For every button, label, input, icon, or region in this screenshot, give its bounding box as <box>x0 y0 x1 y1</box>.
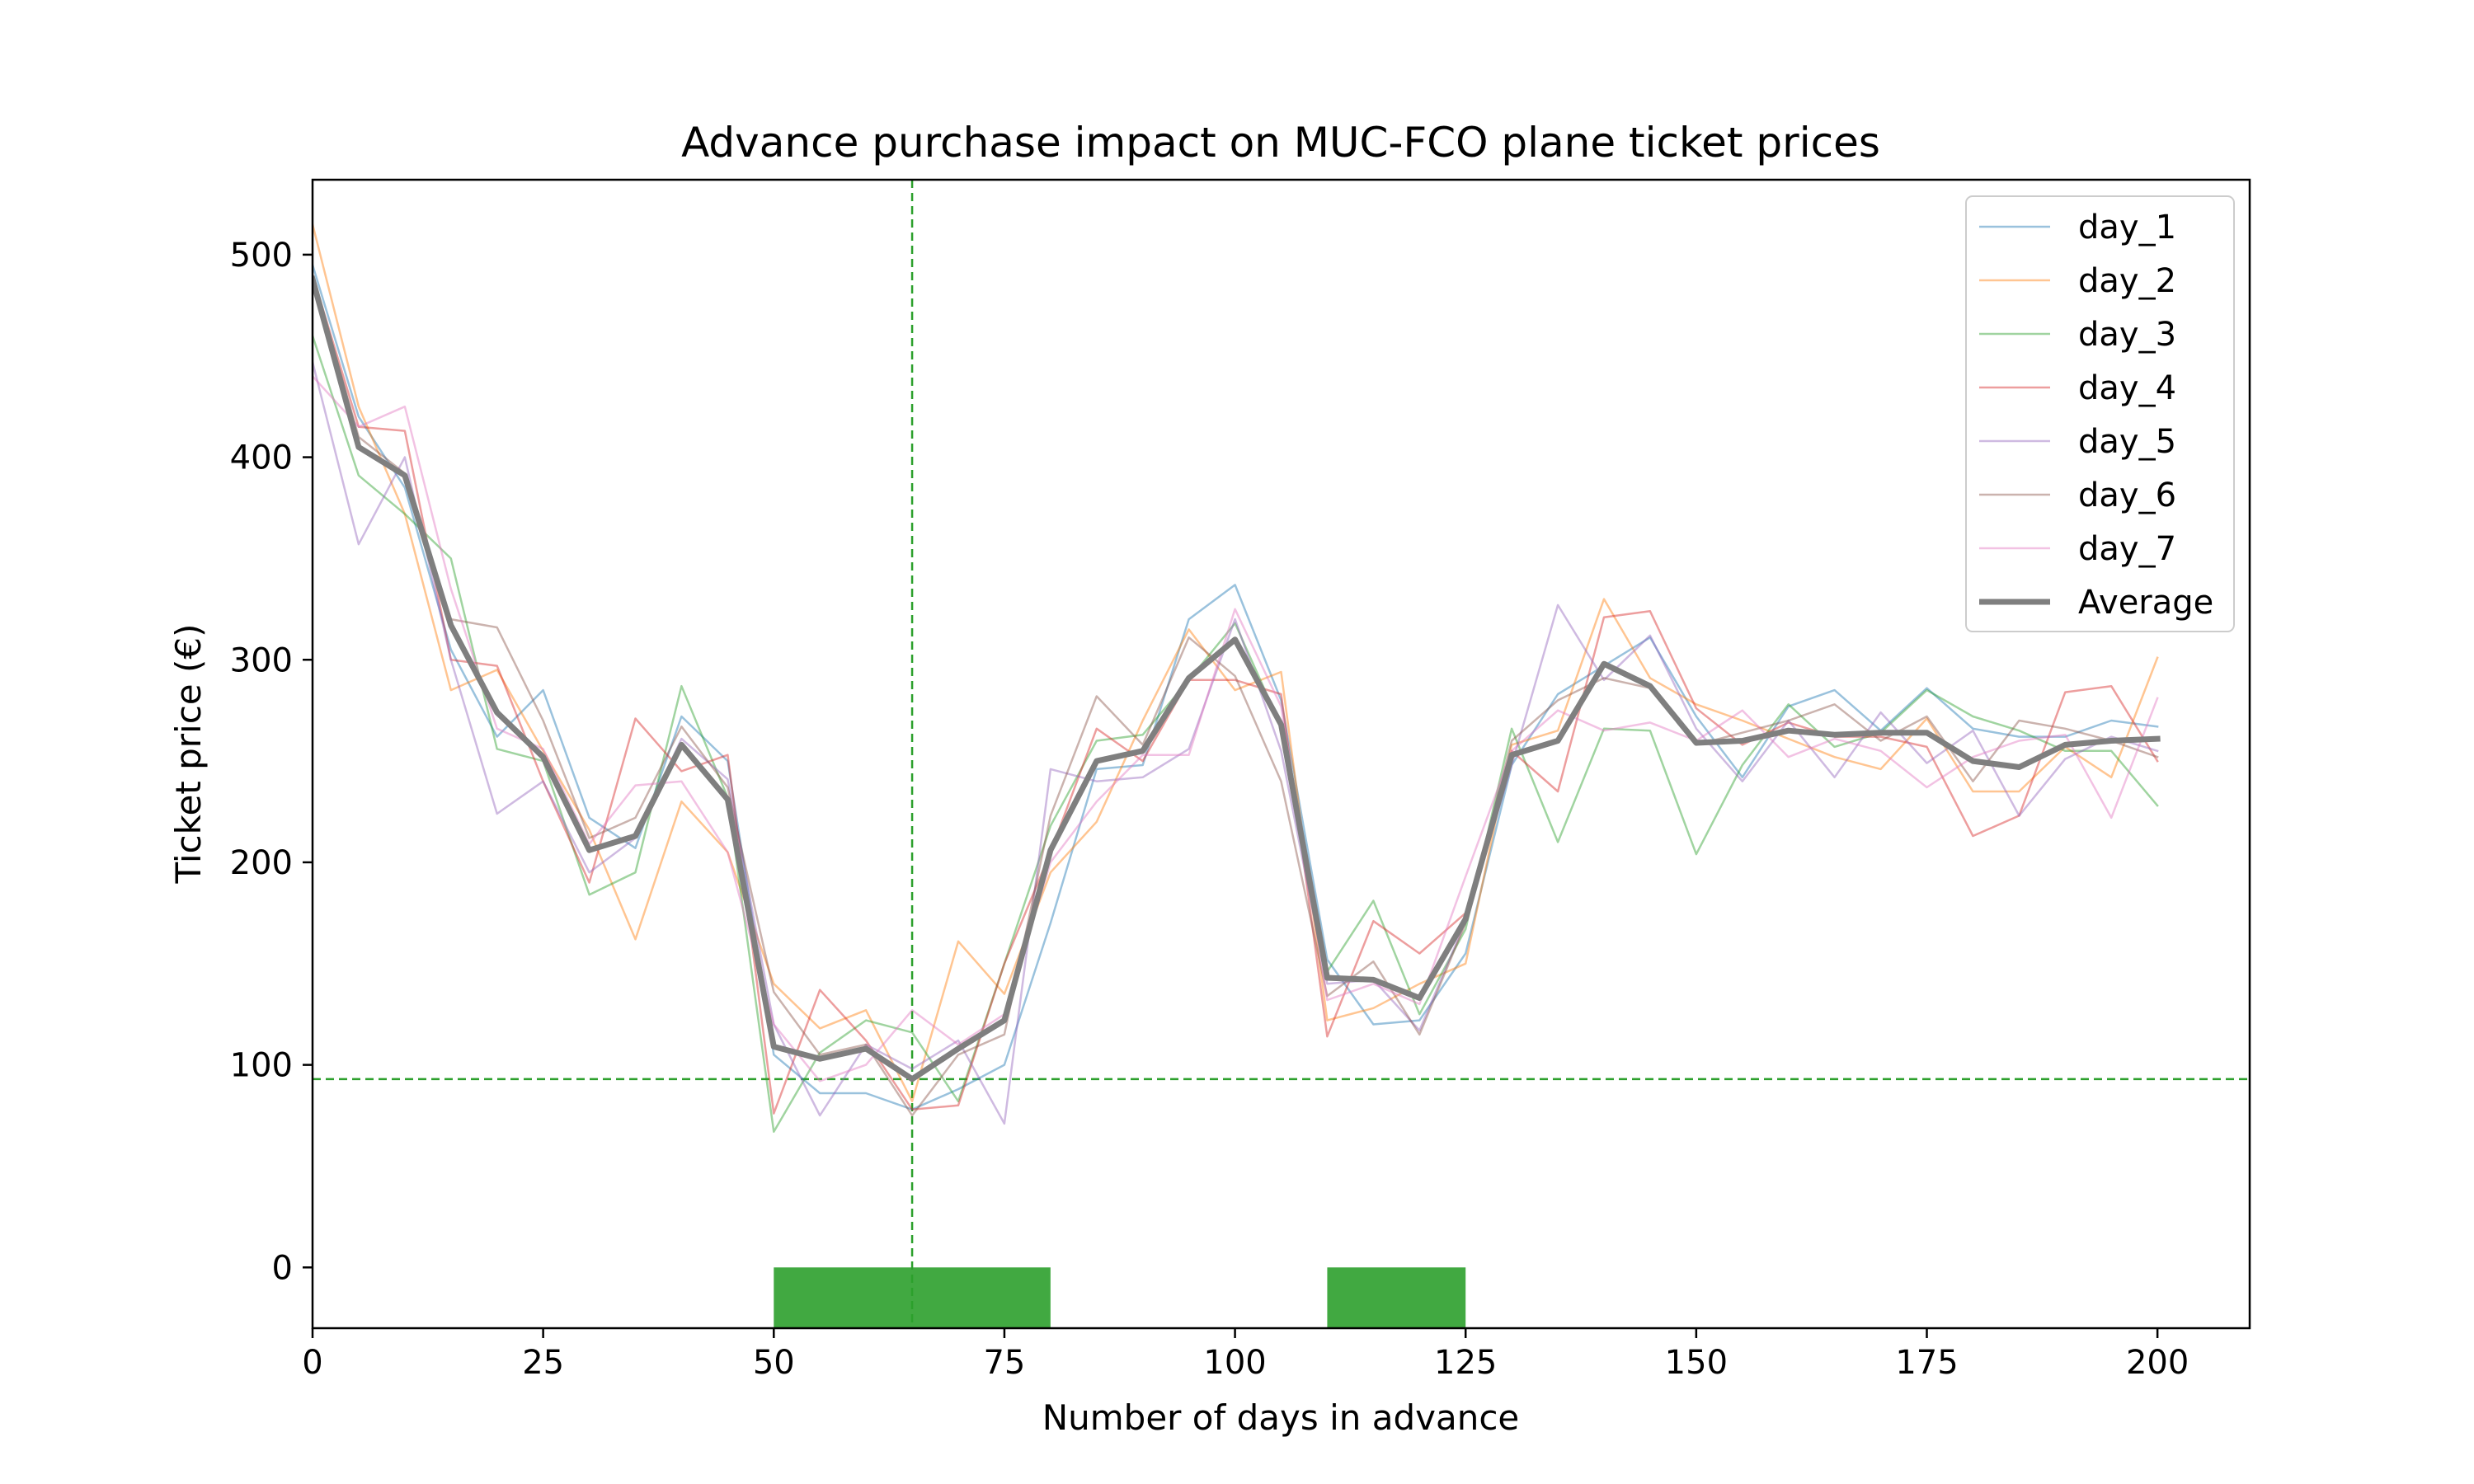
x-tick-label: 50 <box>753 1344 795 1382</box>
series-line-day-6 <box>313 273 2159 1117</box>
series-line-day-2 <box>313 223 2159 1103</box>
legend-label: day_6 <box>2078 477 2176 514</box>
y-tick-label: 300 <box>230 641 293 679</box>
chart-title: Advance purchase impact on MUC-FCO plane… <box>681 119 1880 167</box>
plot-inner <box>313 180 2250 1328</box>
legend-label: day_1 <box>2078 209 2176 247</box>
axes-frame <box>311 178 2251 1330</box>
x-axis-ticks: 0 25 50 75 100 125 150 175 200 <box>302 1328 2189 1382</box>
y-axis-label: Ticket price (€) <box>168 624 209 885</box>
y-tick-label: 200 <box>230 844 293 882</box>
x-tick-label: 25 <box>522 1344 564 1382</box>
legend-label: day_2 <box>2078 262 2176 300</box>
y-tick-label: 0 <box>272 1249 293 1287</box>
legend-label: Average <box>2078 584 2213 622</box>
series-line-day-7 <box>313 374 2159 1082</box>
x-tick-label: 100 <box>1203 1344 1266 1382</box>
series-line-day-3 <box>313 334 2159 1133</box>
legend-label: day_7 <box>2078 530 2176 568</box>
x-tick-label: 150 <box>1665 1344 1728 1382</box>
x-tick-label: 200 <box>2126 1344 2189 1382</box>
y-tick-label: 100 <box>230 1047 293 1085</box>
y-tick-label: 500 <box>230 237 293 275</box>
series-line-average <box>313 275 2161 1082</box>
y-tick-label: 400 <box>230 439 293 477</box>
highlight-bar-2 <box>1327 1267 1466 1328</box>
legend-label: day_5 <box>2078 423 2176 461</box>
x-tick-label: 0 <box>302 1344 322 1382</box>
legend: day_1 day_2 day_3 day_4 day_5 day_6 day_7 Avera… <box>1965 195 2235 632</box>
series-line-day-5 <box>313 360 2159 1125</box>
x-tick-label: 175 <box>1895 1344 1958 1382</box>
x-axis-label: Number of days in advance <box>1042 1397 1520 1438</box>
legend-box <box>1965 195 2235 632</box>
x-tick-label: 75 <box>983 1344 1025 1382</box>
y-axis-ticks: 0 100 200 300 400 500 <box>230 237 313 1287</box>
plot-area <box>313 180 2250 1328</box>
legend-label: day_3 <box>2078 316 2176 354</box>
legend-label: day_4 <box>2078 369 2176 407</box>
x-tick-label: 125 <box>1434 1344 1497 1382</box>
